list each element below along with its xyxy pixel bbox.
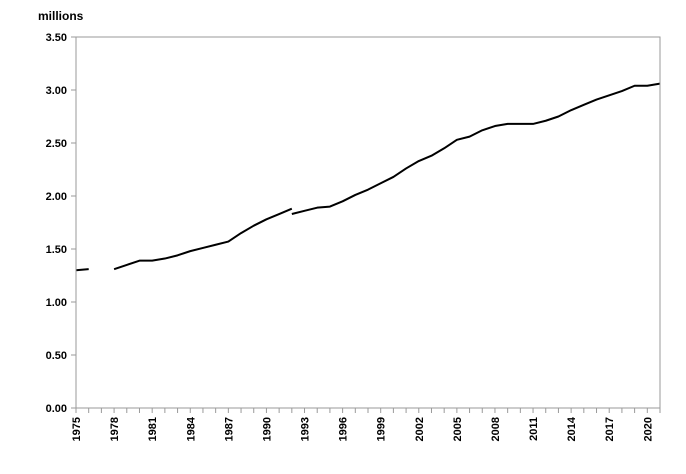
x-tick-label: 1987 [223,417,235,441]
x-tick-label: 2020 [642,417,654,441]
y-axis-ticks: 0.00 0.50 1.00 1.50 2.00 2.50 3.00 3.50 [46,32,76,415]
series-line-segment [113,207,293,271]
x-tick-label: 1975 [71,417,83,441]
y-tick-label: 1.50 [46,244,67,256]
y-tick-label: 1.00 [46,297,67,309]
y-tick-label: 0.50 [46,350,67,362]
x-tick-label: 1999 [376,417,388,441]
series-line-segment [291,82,661,215]
plot-frame [75,36,661,409]
series-lines [75,82,661,272]
x-tick-label: 1984 [185,416,197,441]
x-axis-ticks: 1975 1978 1981 1984 1987 1990 1993 1996 1999 2002… [71,408,661,441]
x-tick-label: 1978 [109,417,121,441]
x-tick-label: 1993 [300,417,312,441]
series-line-segment [75,268,89,272]
x-tick-label: 2008 [490,417,502,441]
x-tick-label: 1996 [338,417,350,441]
y-tick-label: 2.00 [46,191,67,203]
y-unit-label: millions [38,9,84,23]
x-tick-label: 2017 [604,417,616,441]
x-tick-label: 1981 [147,417,159,441]
x-tick-label: 2011 [528,417,540,441]
x-tick-label: 2002 [414,417,426,441]
x-tick-label: 2005 [452,417,464,441]
x-tick-label: 2014 [566,416,578,441]
y-tick-label: 2.50 [46,138,67,150]
y-tick-label: 3.50 [46,32,67,44]
x-tick-label: 1990 [261,417,273,441]
y-tick-label: 3.00 [46,85,67,97]
y-tick-label: 0.00 [46,403,67,415]
